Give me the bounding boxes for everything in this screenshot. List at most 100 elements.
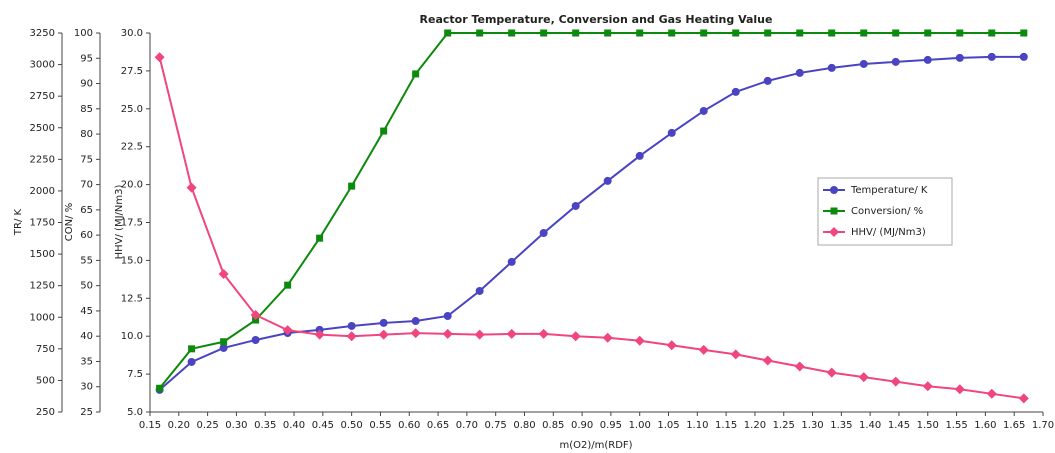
marker [219,343,228,352]
marker [732,29,740,37]
y-tick-label: 2500 [30,123,55,134]
marker [379,318,388,327]
marker [636,29,644,37]
marker [1019,52,1028,61]
y2-tick-label: 35 [80,356,93,367]
marker [250,309,261,320]
marker [508,29,516,37]
marker [603,176,612,185]
marker [540,29,548,37]
marker [378,329,389,340]
y2-tick-label: 40 [80,331,93,342]
y2-tick-label: 75 [80,154,93,165]
marker [700,29,708,37]
y2-tick-label: 95 [80,53,93,64]
y-tick-label: 1000 [30,312,55,323]
marker [251,335,260,344]
x-tick-label: 0.80 [513,420,535,431]
marker [476,29,484,37]
x-tick-label: 1.40 [859,420,881,431]
y3-tick-label: 20.0 [121,180,143,191]
marker [571,201,580,210]
marker [956,29,964,37]
marker [572,29,580,37]
marker [282,325,293,336]
x-tick-label: 1.45 [888,420,910,431]
marker [924,29,932,37]
y2-axis-title: CON/ % [64,203,75,241]
y3-tick-label: 17.5 [121,218,143,229]
y2-tick-label: 100 [74,28,93,39]
x-axis-title: m(O2)/m(RDF) [559,440,632,451]
y3-tick-label: 22.5 [121,142,143,153]
marker [827,63,836,72]
y3-tick-label: 7.5 [127,369,143,380]
x-tick-label: 0.25 [196,420,218,431]
marker [252,316,260,324]
y-tick-label: 2250 [30,154,55,165]
y2-tick-label: 60 [80,230,93,241]
marker [570,331,581,342]
marker [668,29,676,37]
x-tick-label: 0.90 [571,420,593,431]
marker [444,29,452,37]
x-tick-label: 1.10 [686,420,708,431]
x-tick-label: 0.70 [456,420,478,431]
y-tick-label: 2750 [30,91,55,102]
marker [730,349,741,360]
y-tick-label: 1500 [30,249,55,260]
marker [826,367,837,378]
marker [666,340,677,351]
marker [1018,393,1029,404]
y-tick-label: 1750 [30,218,55,229]
x-tick-label: 1.05 [657,420,679,431]
legend-marker [830,186,838,194]
marker [763,76,772,85]
marker [954,384,965,395]
y-tick-label: 1250 [30,281,55,292]
y-tick-label: 2000 [30,186,55,197]
marker [443,311,452,320]
marker [891,57,900,66]
marker [859,59,868,68]
marker [411,317,420,326]
marker [795,68,804,77]
marker [858,372,869,383]
y2-tick-label: 45 [80,306,93,317]
marker [314,329,325,340]
marker [698,344,709,355]
marker [764,29,772,37]
x-tick-label: 0.55 [369,420,391,431]
x-tick-label: 0.50 [341,420,363,431]
series-line [158,32,1024,389]
x-tick-label: 1.60 [974,420,996,431]
marker [348,182,356,190]
x-tick-label: 0.45 [312,420,334,431]
marker [506,328,517,339]
legend-label: Temperature/ K [850,185,928,196]
marker [988,29,996,37]
marker [922,381,933,392]
x-tick-label: 0.95 [600,420,622,431]
y3-axis-title: HHV/ (MJ/Nm3) [114,185,125,260]
y3-tick-label: 27.5 [121,66,143,77]
marker [316,234,324,242]
x-tick-label: 0.40 [283,420,305,431]
legend-marker [829,227,839,237]
y3-tick-label: 12.5 [121,293,143,304]
y-axis-title: TR/ K [13,208,24,236]
marker [220,338,228,346]
y2-tick-label: 55 [80,255,93,266]
marker [860,29,868,37]
y3-tick-label: 10.0 [121,331,143,342]
marker [604,29,612,37]
marker [892,29,900,37]
x-tick-label: 0.65 [427,420,449,431]
chart-title: Reactor Temperature, Conversion and Gas … [420,13,773,26]
y3-tick-label: 5.0 [127,407,143,418]
y2-tick-label: 85 [80,104,93,115]
marker [538,328,549,339]
marker [218,269,229,280]
x-tick-label: 1.30 [801,420,823,431]
